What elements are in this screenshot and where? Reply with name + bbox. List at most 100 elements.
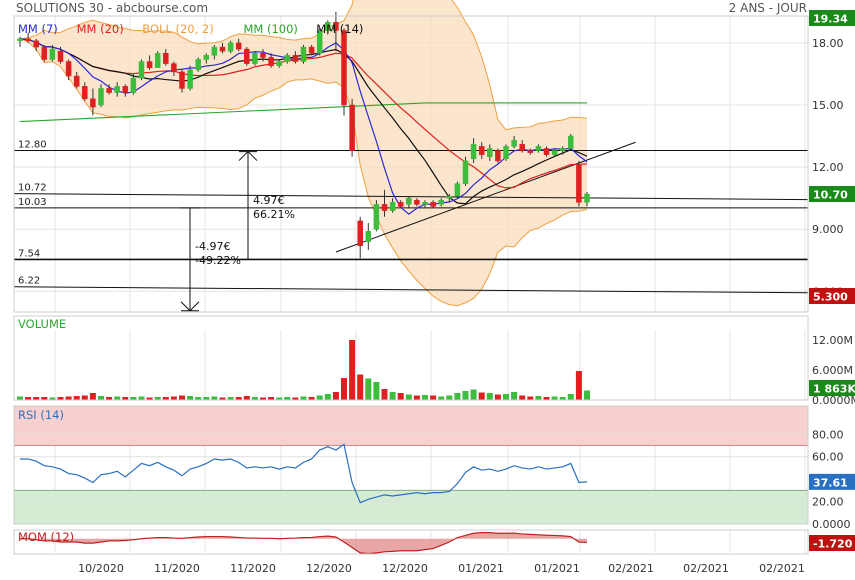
candle-body-21 <box>187 69 193 89</box>
mom-title: MOM (12) <box>18 530 74 544</box>
price-tick-0: 18.00 <box>812 37 844 50</box>
volume-bar-20 <box>179 395 185 400</box>
candle-body-39 <box>333 21 339 31</box>
volume-bar-50 <box>422 395 428 400</box>
arrow-up-pct: 66.21% <box>253 208 295 221</box>
candle-body-19 <box>171 63 177 73</box>
bollinger-lower <box>19 38 588 307</box>
volume-bar-59 <box>494 394 501 400</box>
bollinger-upper <box>19 0 588 131</box>
chart-period: 2 ANS - JOUR <box>728 1 807 15</box>
x-tick-9: 02/2021 <box>759 562 805 575</box>
volume-bar-60 <box>503 394 509 400</box>
candle-body-3 <box>41 46 48 60</box>
candle-body-25 <box>219 46 226 52</box>
x-tick-7: 02/2021 <box>608 562 654 575</box>
level-label-0: 12.80 <box>18 140 47 151</box>
volume-bar-19 <box>170 396 177 400</box>
level-label-2: 10.03 <box>18 197 47 208</box>
volume-panel: VOLUME 12.00M 6.000M 0.0000M1 863K <box>13 315 855 407</box>
volume-bar-69 <box>575 371 582 400</box>
candle-body-65 <box>543 148 550 155</box>
candle-body-66 <box>551 150 558 155</box>
legend-item-1: MM (20) <box>77 22 124 36</box>
volume-bar-40 <box>341 378 347 400</box>
volume-bar-36 <box>308 397 315 400</box>
candle-body-60 <box>503 146 509 160</box>
candle-body-61 <box>511 139 517 147</box>
candle-body-44 <box>373 204 380 230</box>
volume-bar-7 <box>73 396 80 400</box>
rsi-panel: RSI (14) 80.00 60.00 20.00 0.0000 37.61 <box>13 405 855 531</box>
candle-body-46 <box>389 202 396 211</box>
candle-body-28 <box>244 48 250 64</box>
rsi-tick-2: 20.00 <box>812 496 844 509</box>
candle-body-13 <box>122 86 129 93</box>
volume-bar-54 <box>454 393 461 400</box>
volume-bar-23 <box>203 397 210 400</box>
rsi-tick-1: 60.00 <box>812 451 844 464</box>
candle-body-24 <box>211 46 218 56</box>
candle-body-55 <box>462 160 469 184</box>
candle-body-7 <box>73 75 80 87</box>
mom-line <box>20 532 588 555</box>
price-top-badge-bg <box>809 10 855 26</box>
rsi-tick-0: 80.00 <box>812 428 844 441</box>
volume-bar-47 <box>397 393 404 400</box>
arrow-up-amount: 4.97€ <box>253 194 285 207</box>
volume-bar-62 <box>519 395 526 400</box>
volume-bar-64 <box>535 396 542 400</box>
chart-title: SOLUTIONS 30 - abcbourse.com <box>16 1 209 15</box>
rsi-overbought-zone <box>14 406 808 446</box>
mom-last-badge: -1.720 <box>813 538 853 551</box>
candle-body-11 <box>106 88 112 93</box>
rsi-oversold-zone <box>14 490 808 524</box>
mom-area <box>20 532 587 554</box>
candle-body-52 <box>438 199 444 205</box>
volume-bar-16 <box>146 397 153 400</box>
candle-body-54 <box>454 183 461 197</box>
volume-tick-2: 0.0000M <box>812 394 855 407</box>
volume-tick-1: 6.000M <box>812 364 853 377</box>
candle-body-37 <box>316 30 323 54</box>
price-panel: 12.80 10.72 10.03 7.54 6.22 4.97€66.21% -4.97€… <box>13 0 855 313</box>
mom-frame <box>13 529 809 555</box>
volume-bar-22 <box>195 397 202 400</box>
x-axis: 10/2020 11/2020 11/2020 12/2020 12/2020 01/20… <box>78 562 805 575</box>
candle-body-45 <box>381 204 388 211</box>
volume-bar-29 <box>251 397 258 400</box>
legend-item-2: BOLL (20, 2) <box>142 22 213 36</box>
volume-bar-28 <box>243 396 250 400</box>
candle-body-67 <box>559 148 566 151</box>
level-label-3: 7.54 <box>18 248 40 259</box>
volume-bar-58 <box>486 393 493 400</box>
volume-bar-34 <box>292 397 299 400</box>
x-tick-1: 11/2020 <box>154 562 200 575</box>
candle-body-32 <box>276 61 282 66</box>
candle-body-57 <box>478 146 485 155</box>
rsi-line <box>20 443 588 504</box>
volume-bar-8 <box>81 395 88 400</box>
volume-bar-1 <box>25 397 32 400</box>
volume-bar-48 <box>405 394 412 400</box>
candle-body-29 <box>252 53 258 64</box>
candle-body-48 <box>406 197 412 205</box>
candle-body-0 <box>17 38 23 42</box>
level-label-4: 6.22 <box>18 276 40 287</box>
volume-bar-24 <box>211 396 218 400</box>
price-low-badge-bg <box>809 288 855 304</box>
volume-bar-37 <box>316 395 323 400</box>
volume-bar-17 <box>154 397 161 400</box>
volume-bar-11 <box>106 397 113 400</box>
volume-bar-39 <box>332 392 339 400</box>
candle-body-59 <box>495 150 501 162</box>
candle-body-27 <box>235 42 242 50</box>
candle-body-1 <box>25 38 31 42</box>
candle-body-6 <box>65 61 72 77</box>
volume-bar-51 <box>430 395 437 400</box>
volume-bar-31 <box>268 397 275 400</box>
candle-body-40 <box>341 30 347 106</box>
candle-body-30 <box>260 53 266 58</box>
volume-bar-46 <box>389 392 396 400</box>
